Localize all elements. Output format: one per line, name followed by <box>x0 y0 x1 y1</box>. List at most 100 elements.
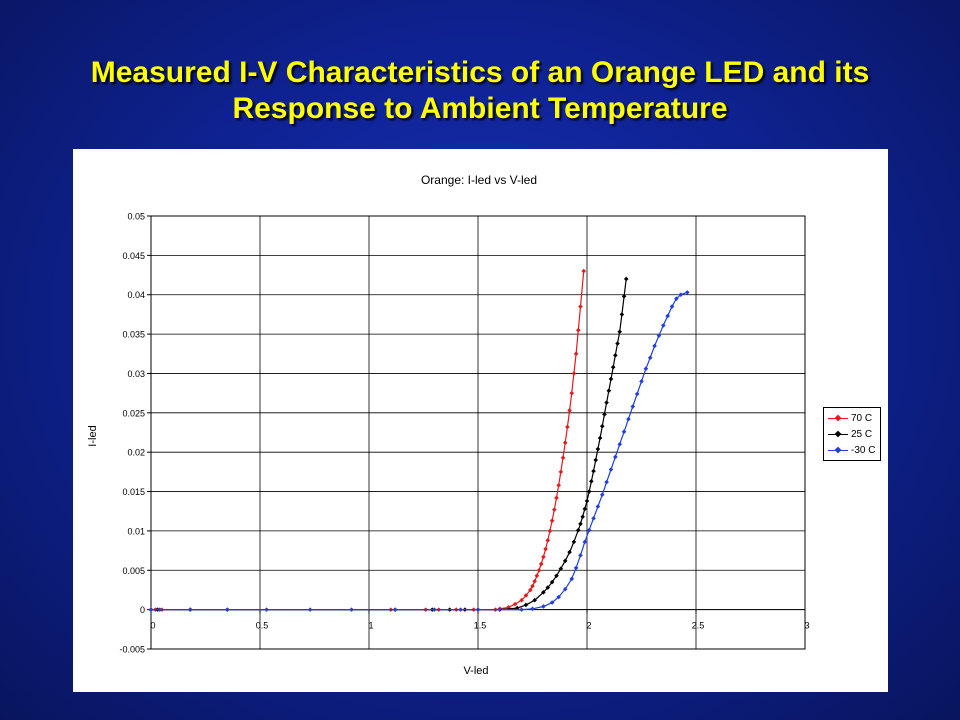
series-30c-point <box>591 516 596 521</box>
series-25c-point <box>615 341 620 346</box>
series-25c-point <box>584 498 590 504</box>
series-70c-point <box>549 518 555 523</box>
x-axis-label: V-led <box>463 665 488 677</box>
y-tick-label: 0.045 <box>122 251 145 261</box>
series-30c-point <box>307 607 313 612</box>
series-25c-point <box>613 353 618 358</box>
series-30c-point <box>647 355 653 361</box>
series-30c-point <box>613 454 618 460</box>
series-70c-point <box>538 561 544 567</box>
legend-label-25c: 25 C <box>851 428 873 440</box>
series-25c-point <box>599 423 605 429</box>
series-30c-point <box>578 553 583 558</box>
series-70c-line <box>151 271 585 611</box>
series-30c-point <box>626 416 631 422</box>
legend-swatch-minus30c <box>828 445 848 455</box>
series-30c-point <box>621 429 627 435</box>
series-25c-point <box>554 573 559 579</box>
series-25c-point <box>523 602 529 608</box>
iv-chart: Orange: I-led vs V-led V-led I-led -0.00… <box>87 173 810 677</box>
y-tick-label: 0.01 <box>127 526 145 536</box>
series-25c-point <box>597 435 603 441</box>
series-70c-point <box>530 583 535 589</box>
series-70c-point <box>573 351 579 357</box>
series-30c-point <box>684 290 690 295</box>
slide-title-line-2: Response to Ambient Temperature <box>232 92 728 125</box>
series-70c-point <box>552 507 557 512</box>
legend-item-25c: 25 C <box>824 426 880 442</box>
series-25c-point <box>545 585 551 590</box>
series-30c-point <box>595 504 601 509</box>
series-30c-point <box>349 607 354 612</box>
series-25c-point <box>567 549 572 555</box>
series-30c-point <box>643 366 649 372</box>
series-30c-point <box>617 442 622 447</box>
x-tick-label: 3 <box>804 621 809 631</box>
legend-label-minus30c: -30 C <box>851 444 876 456</box>
series-70c-point <box>541 554 546 560</box>
series-30c-point <box>497 607 503 612</box>
series-30c-point <box>582 539 588 545</box>
chart-panel: Orange: I-led vs V-led V-led I-led -0.00… <box>73 149 888 692</box>
series-25c-point <box>610 364 616 370</box>
series-30c-point <box>674 296 679 301</box>
series-25c-point <box>593 457 599 463</box>
x-tick-label: 0.5 <box>256 621 269 631</box>
y-tick-label: 0.03 <box>127 369 145 379</box>
series-70c-point <box>545 538 551 543</box>
series-25c-point <box>604 400 609 405</box>
series-70c-point <box>558 469 564 475</box>
axis-layer: -0.005 0 0.005 0.01 0.015 0.02 0.025 0.03 0.035 0… <box>119 212 809 655</box>
series-25c-point <box>580 514 585 520</box>
series-30c-point <box>678 292 684 298</box>
series-30c-line <box>151 291 688 611</box>
series-25c-point <box>595 446 601 452</box>
series-30c-point <box>599 492 605 497</box>
y-tick-label: 0 <box>140 605 145 615</box>
series-25c-point <box>562 558 568 564</box>
series-70c-point <box>532 578 537 584</box>
series-30c-point <box>669 304 675 309</box>
series-25c-point <box>589 479 594 484</box>
series-70c-point <box>554 495 559 501</box>
series-70c-point <box>565 424 570 430</box>
series-30c-point <box>639 379 644 384</box>
legend-swatch-25c <box>828 429 848 439</box>
series-30c-point <box>432 607 437 612</box>
series-30c-point <box>225 607 230 612</box>
series-30c-point <box>665 313 670 319</box>
series-70c-point <box>567 408 572 413</box>
series-70c-point <box>556 482 561 488</box>
series-70c-point <box>575 327 581 333</box>
series-25c-point <box>606 388 612 394</box>
series-25c-point <box>571 539 577 545</box>
series-30c-point <box>519 607 524 612</box>
slide-title-line-1: Measured I-V Characteristics of an Orang… <box>90 56 870 89</box>
series-25c-point <box>575 527 581 533</box>
series-30c-point <box>652 343 657 349</box>
series-30c-point <box>549 600 555 605</box>
series-70c-point <box>578 304 583 309</box>
series-25c-point <box>619 312 625 317</box>
y-tick-label: 0.02 <box>127 448 145 458</box>
series-25c-point <box>582 506 588 512</box>
series-25c-point <box>532 597 537 603</box>
series-30c-point <box>562 586 568 592</box>
series-30c-point <box>661 323 666 328</box>
x-tick-label: 1 <box>368 621 373 631</box>
y-tick-label: 0.005 <box>122 566 145 576</box>
series-70c-point <box>543 546 548 552</box>
x-tick-label: 1.5 <box>474 621 487 631</box>
series-70c-point <box>547 528 553 534</box>
series-70c-point <box>536 567 542 573</box>
series-25c-point <box>549 579 555 585</box>
series-30c-point <box>264 607 269 612</box>
series-25c-point <box>558 566 564 571</box>
y-tick-label: 0.035 <box>122 330 145 340</box>
series-70c-point <box>512 601 518 607</box>
series-70c-point <box>571 371 577 376</box>
series-25c-point <box>608 376 614 382</box>
y-tick-label: 0.05 <box>127 212 145 222</box>
series-30c-point <box>608 467 614 472</box>
series-70c-point <box>506 604 511 610</box>
